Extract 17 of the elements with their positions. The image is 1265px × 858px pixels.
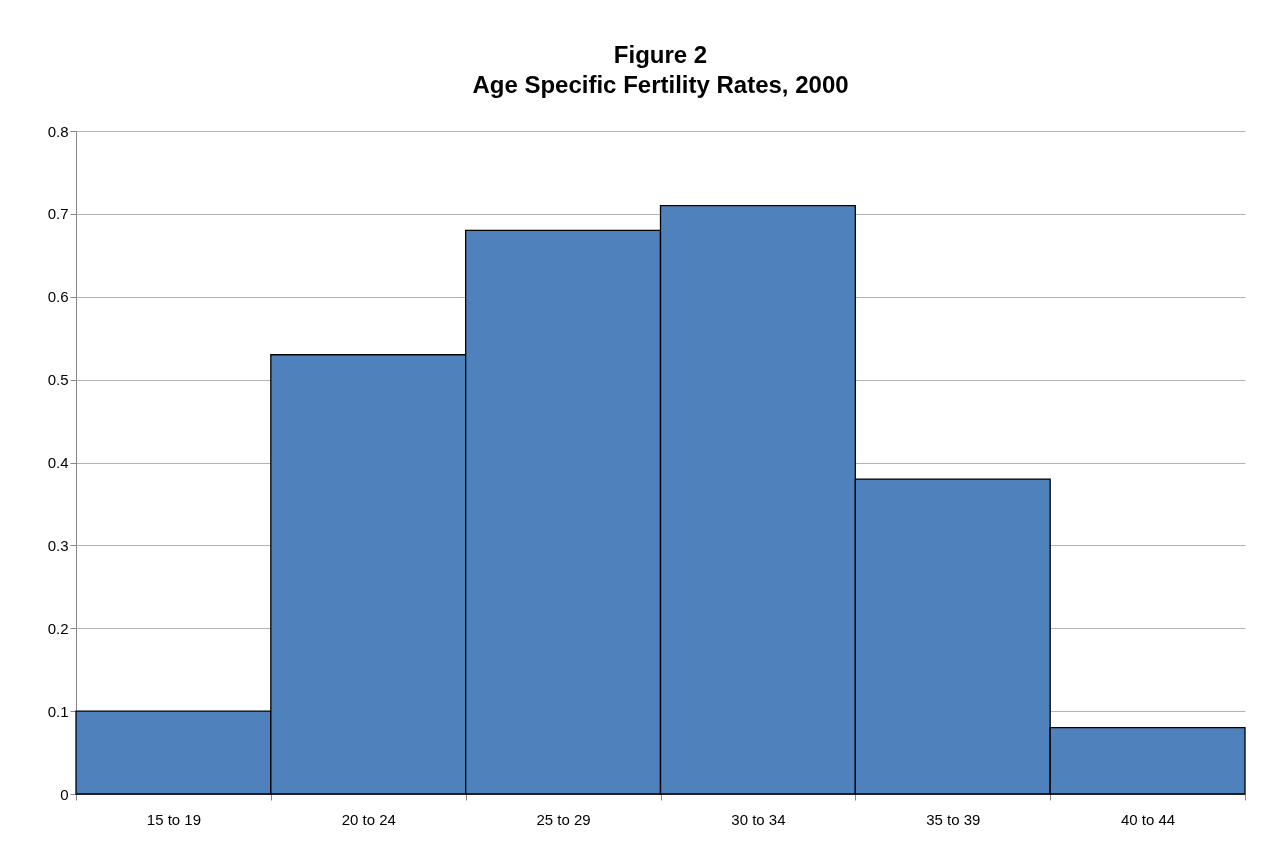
x-tick-label: 40 to 44 (1120, 810, 1176, 828)
text: Figure 2 (613, 41, 708, 68)
x-tick-label: 15 to 19 (146, 810, 202, 828)
y-tick-label: 0.5 (47, 371, 69, 389)
text: Age Specific Fertility Rates, 2000 (472, 71, 849, 98)
y-tick-label: 0.1 (47, 702, 69, 720)
x-tick-label: 30 to 34 (731, 810, 786, 828)
y-tick-label: 0.6 (47, 288, 69, 306)
x-tick-label: 20 to 24 (341, 810, 396, 828)
y-tick-label: 0.3 (47, 536, 69, 554)
y-tick-label: 0.4 (47, 454, 69, 471)
x-tick-label: 25 to 29 (536, 810, 591, 828)
x-tick-label: 35 to 39 (926, 810, 981, 828)
y-tick-label: 0.2 (47, 619, 69, 637)
y-tick-label: 0.8 (47, 122, 69, 140)
y-tick-label: 0.7 (47, 205, 69, 223)
y-tick-label: 0 (60, 785, 69, 803)
